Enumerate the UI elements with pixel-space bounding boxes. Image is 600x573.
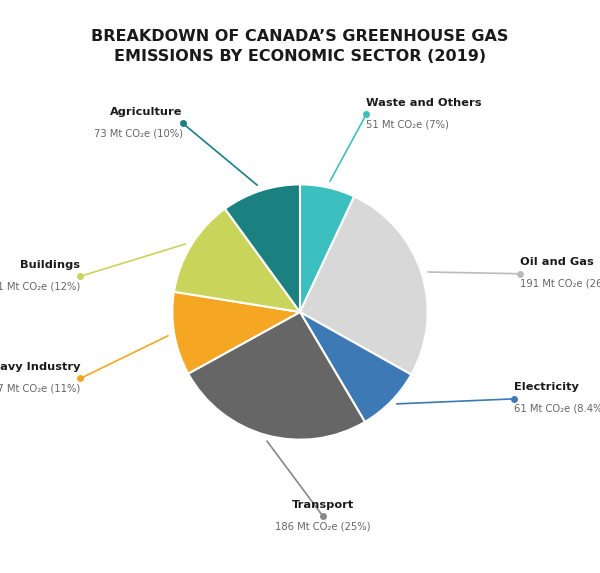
Text: Agriculture: Agriculture	[110, 107, 182, 117]
Wedge shape	[188, 312, 365, 439]
Text: 91 Mt CO₂e (12%): 91 Mt CO₂e (12%)	[0, 281, 80, 292]
Text: 61 Mt CO₂e (8.4%): 61 Mt CO₂e (8.4%)	[514, 404, 600, 414]
Text: 73 Mt CO₂e (10%): 73 Mt CO₂e (10%)	[94, 128, 182, 138]
Wedge shape	[174, 209, 300, 312]
Text: Electricity: Electricity	[514, 382, 580, 393]
Text: Waste and Others: Waste and Others	[367, 98, 482, 108]
Wedge shape	[300, 185, 354, 312]
Text: Heavy Industry: Heavy Industry	[0, 362, 80, 372]
Text: Oil and Gas: Oil and Gas	[520, 257, 593, 268]
Text: 77 Mt CO₂e (11%): 77 Mt CO₂e (11%)	[0, 383, 80, 394]
Wedge shape	[172, 292, 300, 374]
Wedge shape	[225, 185, 300, 312]
Text: 51 Mt CO₂e (7%): 51 Mt CO₂e (7%)	[367, 119, 449, 129]
Text: BREAKDOWN OF CANADA’S GREENHOUSE GAS
EMISSIONS BY ECONOMIC SECTOR (2019): BREAKDOWN OF CANADA’S GREENHOUSE GAS EMI…	[91, 29, 509, 64]
Text: Transport: Transport	[292, 500, 354, 510]
Text: 186 Mt CO₂e (25%): 186 Mt CO₂e (25%)	[275, 521, 371, 531]
Text: Buildings: Buildings	[20, 260, 80, 270]
Wedge shape	[300, 312, 411, 422]
Text: 191 Mt CO₂e (26%): 191 Mt CO₂e (26%)	[520, 279, 600, 289]
Wedge shape	[300, 197, 428, 375]
